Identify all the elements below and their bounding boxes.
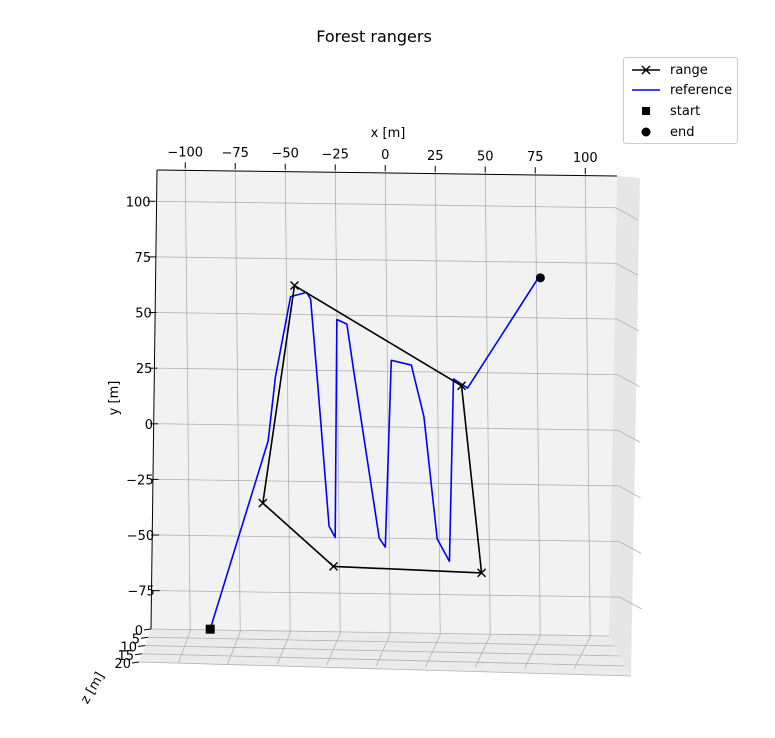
range-vertex-marker bbox=[457, 381, 467, 391]
y-tick-label: −50 bbox=[127, 529, 154, 544]
grid-line-x bbox=[284, 169, 291, 633]
floor-pane bbox=[139, 629, 631, 676]
x-tick-label: −75 bbox=[222, 146, 249, 161]
legend-label-range: range bbox=[670, 62, 708, 78]
grid-line-x bbox=[384, 171, 391, 634]
floor-grid-line bbox=[141, 653, 626, 667]
x-tick-label: 25 bbox=[427, 149, 444, 164]
range-vertex-marker bbox=[258, 498, 268, 508]
z-tick-label: 20 bbox=[114, 657, 131, 672]
grid-line-y bbox=[159, 590, 620, 598]
floor-grid-line bbox=[147, 636, 615, 647]
legend-label-start: start bbox=[670, 103, 701, 119]
grid-line-y bbox=[156, 312, 617, 320]
z-tick-mark bbox=[137, 645, 146, 647]
legend-start-square-icon bbox=[630, 103, 662, 119]
y-axis-line bbox=[150, 169, 158, 630]
y-tick-label: −75 bbox=[127, 585, 154, 600]
x-tick-label: −100 bbox=[167, 145, 203, 160]
z-tick-label: 15 bbox=[117, 649, 134, 664]
start-marker bbox=[205, 624, 215, 634]
end-marker bbox=[535, 273, 545, 283]
grid-line-x bbox=[534, 173, 541, 637]
side-grid-line bbox=[619, 541, 642, 554]
y-tick-label: 50 bbox=[135, 307, 152, 322]
legend-reference-line-icon bbox=[630, 82, 662, 98]
legend-item-start: start bbox=[630, 103, 700, 119]
y-tick-group: 100 75 50 25 0 −25 −50 −75 bbox=[126, 195, 160, 600]
x-tick-label: 0 bbox=[381, 148, 389, 163]
floor-grid-line bbox=[326, 633, 341, 666]
z-axis-label: z [m] bbox=[78, 670, 108, 707]
floor-grid-line bbox=[524, 635, 541, 669]
floor-grid-line bbox=[177, 630, 191, 664]
x-tick-label: −50 bbox=[272, 147, 299, 162]
y-tick-label: 75 bbox=[135, 251, 152, 266]
series-layer bbox=[205, 273, 545, 634]
y-axis-label: y [m] bbox=[107, 381, 122, 416]
z-tick-mark bbox=[134, 653, 143, 656]
floor-grid-line bbox=[375, 633, 391, 667]
series-line-range bbox=[262, 284, 483, 574]
grid-line-x bbox=[434, 171, 441, 635]
side-grid-line bbox=[616, 318, 639, 332]
z-tick-mark bbox=[143, 628, 152, 631]
x-tick-label: −25 bbox=[322, 147, 349, 162]
grid-line-y bbox=[157, 423, 619, 431]
x-axis-line bbox=[156, 169, 618, 177]
grid-lines bbox=[138, 168, 642, 677]
side-grid-line bbox=[616, 262, 639, 276]
legend-item-range: range bbox=[630, 62, 708, 78]
y-tick-label: 25 bbox=[136, 362, 153, 377]
z-tick-label: 0 bbox=[135, 624, 143, 639]
grid-line-y bbox=[158, 479, 619, 487]
side-pane bbox=[609, 176, 640, 676]
y-tick-label: 0 bbox=[145, 418, 153, 433]
side-grid-line bbox=[617, 429, 641, 443]
grid-line-x bbox=[334, 170, 341, 634]
z-tick-mark bbox=[131, 661, 140, 664]
z-tick-label: 10 bbox=[120, 641, 137, 656]
legend-label-reference: reference bbox=[670, 82, 733, 98]
y-tick-label: −25 bbox=[126, 473, 153, 488]
grid-line-y bbox=[156, 256, 617, 264]
side-grid-line bbox=[619, 596, 642, 610]
side-grid-line bbox=[615, 207, 638, 221]
grid-line-y bbox=[155, 200, 616, 209]
z-tick-mark bbox=[140, 636, 149, 639]
legend-label-end: end bbox=[670, 124, 695, 140]
series-line-reference bbox=[209, 277, 540, 630]
legend-range-line-icon bbox=[630, 62, 662, 78]
back-pane bbox=[151, 170, 617, 636]
side-grid-line bbox=[617, 374, 640, 387]
grid-line-x bbox=[584, 173, 591, 637]
floor-grid-line bbox=[138, 661, 632, 677]
floor-grid-line bbox=[573, 636, 591, 669]
grid-line-x bbox=[234, 169, 241, 632]
chart-title: Forest rangers bbox=[316, 27, 432, 46]
side-grid-line bbox=[618, 485, 641, 499]
x-tick-label: 75 bbox=[527, 150, 544, 165]
range-vertex-marker bbox=[477, 568, 487, 578]
range-vertex-marker bbox=[289, 281, 299, 291]
legend-item-reference: reference bbox=[630, 82, 732, 98]
grid-line-x bbox=[184, 168, 191, 632]
legend-item-end: end bbox=[630, 124, 695, 140]
x-tick-label: 100 bbox=[573, 151, 598, 166]
grid-line-x bbox=[484, 172, 491, 636]
y-tick-label: 100 bbox=[126, 195, 151, 210]
x-tick-group: −100 −75 −50 −25 0 25 50 75 100 bbox=[167, 145, 598, 174]
x-tick-label: 50 bbox=[477, 150, 494, 165]
grid-line-y bbox=[159, 534, 620, 542]
floor-grid-line bbox=[144, 645, 621, 657]
range-vertex-marker bbox=[329, 561, 339, 571]
z-tick-label: 5 bbox=[132, 632, 140, 647]
legend: range reference start end bbox=[623, 57, 738, 144]
floor-grid-line bbox=[150, 628, 610, 637]
grid-line-y bbox=[157, 367, 618, 375]
legend-end-circle-icon bbox=[630, 124, 662, 140]
x-axis-label: x [m] bbox=[371, 126, 406, 141]
